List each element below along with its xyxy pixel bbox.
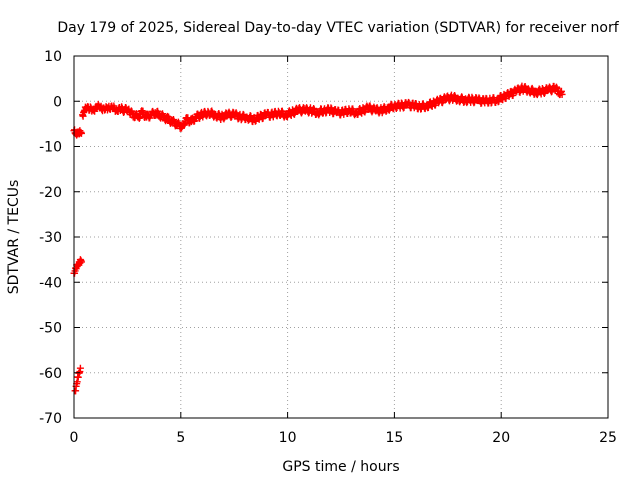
y-tick-label: -20 <box>39 185 62 201</box>
y-tick-label: -70 <box>39 411 62 427</box>
data-point <box>77 258 85 266</box>
y-tick-label: -60 <box>39 366 62 382</box>
y-axis-label: SDTVAR / TECUs <box>6 180 22 295</box>
y-tick-label: -30 <box>39 230 62 246</box>
y-tick-label: -50 <box>39 321 62 337</box>
x-tick-label: 15 <box>385 430 403 446</box>
x-tick-label: 5 <box>176 430 185 446</box>
y-tick-label: 0 <box>53 94 62 110</box>
data-point <box>558 90 566 98</box>
axes: 0 5 10 15 20 25 10 0 -10 -20 -30 -40 -50 -60 -70 <box>39 49 617 446</box>
y-tick-label: -10 <box>39 140 62 156</box>
data-point <box>77 129 85 137</box>
x-tick-label: 20 <box>492 430 510 446</box>
y-tick-label: 10 <box>44 49 62 65</box>
data-series-sdtvar <box>70 82 566 395</box>
grid-lines <box>74 56 608 418</box>
y-tick-label: -40 <box>39 275 62 291</box>
data-point <box>76 364 84 372</box>
x-tick-label: 0 <box>70 430 79 446</box>
x-tick-label: 10 <box>279 430 297 446</box>
x-tick-label: 25 <box>599 430 617 446</box>
chart-title: Day 179 of 2025, Sidereal Day-to-day VTE… <box>57 20 619 36</box>
x-axis-label: GPS time / hours <box>282 459 399 475</box>
